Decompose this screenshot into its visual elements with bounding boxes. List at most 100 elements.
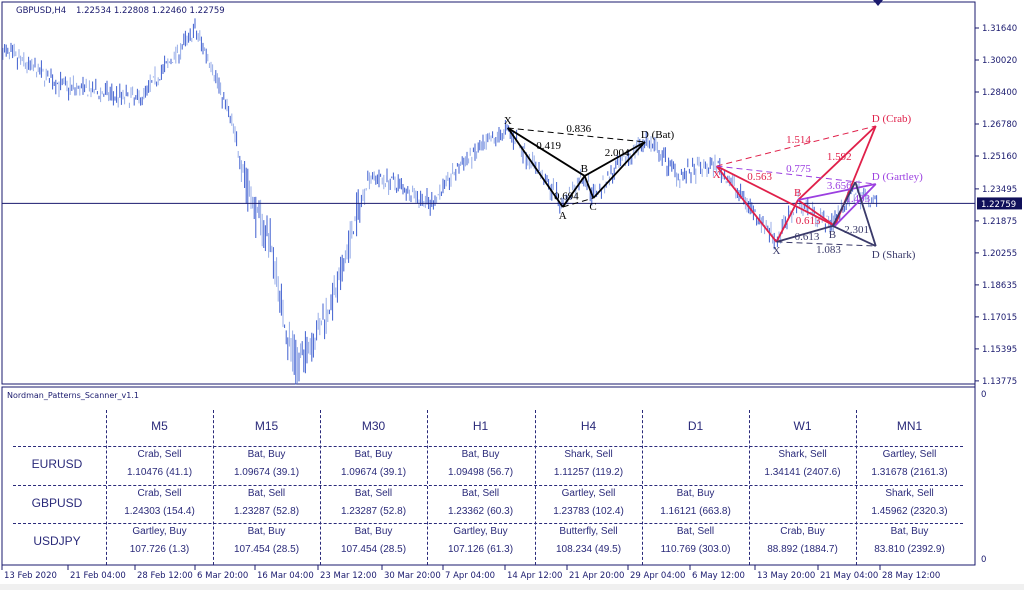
pattern-leg	[776, 225, 834, 243]
pattern-ratio-label: 1.083	[816, 244, 841, 256]
price-tick-label: 1.20255	[982, 249, 1017, 259]
pattern-ratio-label: 0.419	[536, 140, 561, 152]
pattern-bat[interactable]: 0.836 0.419 2.004 0.694 X A B C D (Bat)	[504, 115, 675, 222]
time-tick-label: 13 Feb 2020	[4, 571, 57, 581]
scanner-price: 107.454 (28.5)	[233, 544, 300, 555]
pattern-leg	[832, 225, 877, 247]
pattern-point-label: C	[589, 201, 596, 213]
column-divider	[535, 410, 536, 565]
patterns-scanner-panel: Nordman_Patterns_Scanner_v1.1 M5 M15 M30 H1…	[3, 388, 974, 565]
pattern-ratio-label: 0.694	[554, 191, 579, 203]
scanner-pattern[interactable]: Bat, Buy	[354, 449, 393, 460]
indicator-title: Nordman_Patterns_Scanner_v1.1	[7, 391, 140, 400]
pattern-ratio-line	[716, 125, 876, 167]
time-tick-label: 29 Apr 04:00	[630, 571, 685, 581]
scanner-pattern[interactable]: Bat, Sell	[461, 488, 500, 499]
row-divider	[13, 485, 963, 486]
scanner-pattern[interactable]: Bat, Sell	[354, 488, 393, 499]
pattern-ratio-label: 1.514	[786, 134, 811, 146]
pattern-point-label: X	[713, 169, 721, 181]
column-divider	[856, 410, 857, 565]
price-axis[interactable]: 1.31640 1.30020 1.28400 1.26780 1.25160 1.234…	[974, 2, 1022, 565]
scanner-price: 1.09674 (39.1)	[340, 467, 407, 478]
pattern-ratio-label: 2.004	[605, 147, 630, 159]
price-tick-label: 1.26780	[982, 120, 1017, 130]
symbol-label: EURUSD	[31, 457, 83, 471]
scanner-price: 1.24303 (154.4)	[124, 506, 195, 517]
pattern-leg	[716, 165, 836, 227]
pattern-leg	[507, 127, 586, 177]
time-tick-label: 6 May 12:00	[692, 571, 745, 581]
scanner-pattern[interactable]: Bat, Sell	[676, 526, 715, 537]
pattern-point-label: D (Crab)	[872, 113, 912, 125]
scanner-pattern[interactable]: Crab, Sell	[137, 488, 182, 499]
scanner-price: 107.726 (1.3)	[129, 544, 190, 555]
symbol-label: GBPUSD	[31, 496, 83, 510]
pattern-point-label: A	[559, 210, 567, 222]
timeframe-header: M30	[361, 419, 386, 433]
scanner-price: 107.454 (28.5)	[340, 544, 407, 555]
column-divider	[749, 410, 750, 565]
pattern-ratio-label: 0.563	[747, 171, 772, 183]
time-tick-label: 21 May 04:00	[820, 571, 878, 581]
scanner-price: 1.09674 (39.1)	[233, 467, 300, 478]
scanner-pattern[interactable]: Bat, Sell	[247, 488, 286, 499]
scanner-pattern[interactable]: Shark, Sell	[564, 449, 613, 460]
timeframe-header: W1	[793, 419, 812, 433]
scanner-pattern[interactable]: Bat, Buy	[354, 526, 393, 537]
harmonic-patterns: 0.836 0.419 2.004 0.694 X A B C D (Bat) 1.514 1.59…	[504, 113, 923, 261]
time-tick-label: 13 May 20:00	[757, 571, 815, 581]
pattern-point-label: X	[504, 115, 512, 127]
pattern-point-label: D (Shark)	[872, 249, 916, 261]
scanner-price: 107.126 (61.3)	[447, 544, 514, 555]
pattern-crab[interactable]: 1.514 1.592 0.563 0.613 X B D (Crab)	[713, 113, 912, 243]
scanner-pattern[interactable]: Gartley, Buy	[453, 526, 508, 537]
pattern-leg	[775, 199, 799, 243]
price-tick-label: 1.25160	[982, 152, 1017, 162]
scanner-pattern[interactable]: Bat, Buy	[890, 526, 929, 537]
scanner-price: 88.892 (1884.7)	[767, 544, 838, 555]
price-tick-label: 1.28400	[982, 88, 1017, 98]
scanner-pattern[interactable]: Gartley, Sell	[882, 449, 937, 460]
time-tick-label: 28 Feb 12:00	[137, 571, 193, 581]
scanner-pattern[interactable]: Butterfly, Sell	[559, 526, 618, 537]
scanner-pattern[interactable]: Shark, Sell	[885, 488, 934, 499]
price-tick-label: 1.18635	[982, 281, 1017, 291]
pattern-point-label: B	[829, 229, 836, 241]
price-tick-label: 1.13775	[982, 377, 1017, 387]
timeframe-header: D1	[687, 419, 704, 433]
scanner-pattern[interactable]: Bat, Buy	[247, 526, 286, 537]
chart-ohlc: 1.22534 1.22808 1.22460 1.22759	[76, 6, 225, 16]
scanner-pattern[interactable]: Crab, Buy	[780, 526, 825, 537]
timeframe-header: H1	[472, 419, 489, 433]
time-tick-label: 6 Mar 20:00	[197, 571, 248, 581]
scanner-pattern[interactable]: Gartley, Sell	[561, 488, 616, 499]
scanner-pattern[interactable]: Gartley, Buy	[132, 526, 187, 537]
current-price-badge	[977, 197, 1022, 210]
pattern-ratio-label: 0.836	[566, 123, 591, 135]
scanner-pattern[interactable]: Shark, Sell	[778, 449, 827, 460]
pattern-ratio-label: 0.775	[786, 163, 811, 175]
time-axis[interactable]: 13 Feb 2020 21 Feb 04:00 28 Feb 12:00 6 Mar…	[1, 565, 940, 581]
scanner-pattern[interactable]: Crab, Sell	[137, 449, 182, 460]
scanner-pattern[interactable]: Bat, Buy	[247, 449, 286, 460]
row-divider	[13, 446, 963, 447]
pattern-leg	[834, 183, 877, 227]
pattern-ratio-label: 0.613	[796, 215, 821, 227]
column-divider	[642, 410, 643, 565]
chart-shift-marker-icon[interactable]	[873, 0, 883, 6]
price-bars	[2, 18, 878, 385]
pattern-leg	[797, 125, 877, 201]
scanner-pattern[interactable]: Bat, Buy	[461, 449, 500, 460]
pattern-point-label: X	[772, 245, 780, 257]
pattern-leg	[584, 141, 646, 177]
pattern-ratio-label: 1.592	[827, 151, 852, 163]
time-tick-label: 21 Apr 20:00	[569, 571, 624, 581]
scanner-price: 1.31678 (2161.3)	[871, 467, 948, 478]
scanner-pattern[interactable]: Bat, Buy	[676, 488, 715, 499]
price-tick-label: 1.23495	[982, 185, 1017, 195]
pattern-point-label: D (Bat)	[641, 129, 675, 141]
